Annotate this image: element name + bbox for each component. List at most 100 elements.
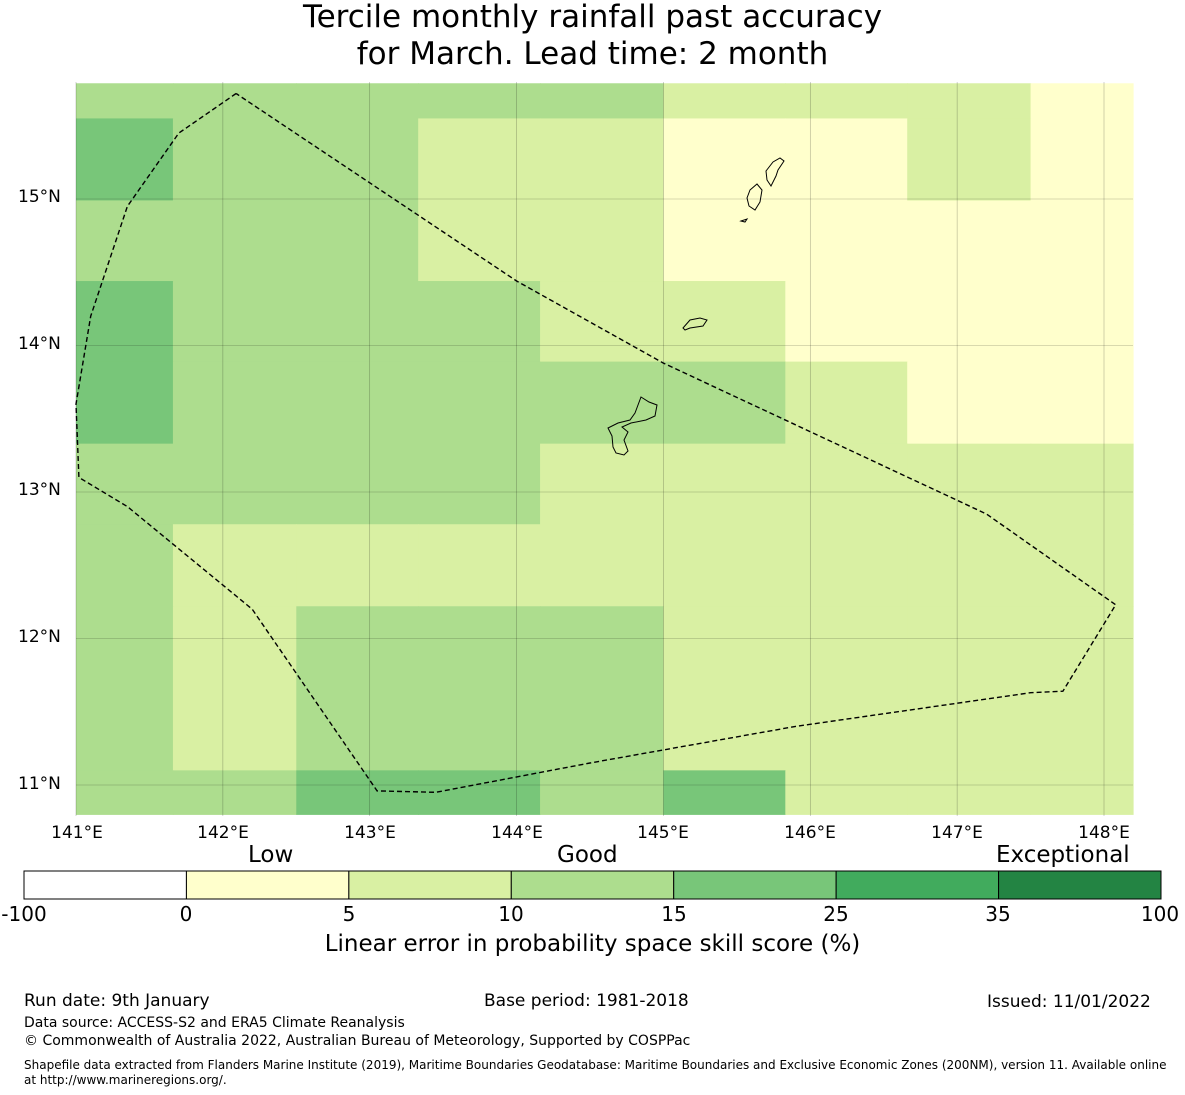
grid-cell — [418, 118, 541, 202]
map-title-line-1: Tercile monthly rainfall past accuracy — [302, 0, 883, 35]
grid-cell — [76, 118, 174, 202]
grid-cell — [907, 443, 1032, 525]
grid-cell — [785, 83, 908, 120]
colorbar-segment — [673, 870, 837, 900]
grid-cell — [418, 361, 541, 445]
grid-cell — [785, 443, 908, 525]
grid-cell — [172, 606, 297, 771]
grid-cell — [418, 443, 541, 525]
grid-cell — [1030, 118, 1134, 202]
grid-cell — [296, 118, 419, 202]
aguijan-island — [739, 218, 749, 223]
grid-cell — [296, 200, 419, 282]
colorbar-segment — [835, 870, 1000, 900]
lat-label-13n: 13°N — [18, 480, 61, 500]
colorbar-segment — [23, 870, 187, 900]
grid-cell — [296, 361, 419, 445]
grid-cell — [172, 770, 297, 815]
grid-cell — [172, 83, 297, 120]
grid-cell — [785, 118, 908, 202]
grid-cell — [663, 200, 786, 282]
lat-label-12n: 12°N — [18, 627, 61, 647]
grid-cell — [663, 83, 786, 120]
colorbar-tick: -100 — [1, 902, 47, 926]
grid-cell — [540, 83, 665, 120]
grid-cell — [663, 281, 786, 363]
grid-cell — [907, 118, 1032, 202]
run-date: Run date: 9th January — [24, 991, 210, 1011]
grid-cell — [296, 606, 419, 771]
category-label-good: Good — [557, 842, 618, 868]
grid-cell — [172, 281, 297, 363]
grid-cell — [76, 443, 174, 525]
colorbar-tick: 15 — [661, 902, 687, 926]
colorbar-tick: 5 — [342, 902, 356, 926]
lon-label-147e: 147°E — [931, 823, 983, 843]
grid-cell — [1030, 200, 1134, 282]
colorbar-tick: 10 — [498, 902, 524, 926]
colorbar-segment — [348, 870, 512, 900]
grid-cell — [785, 770, 908, 815]
grid-cell — [540, 200, 665, 282]
grid-cell — [296, 281, 419, 363]
map-title-line-2: for March. Lead time: 2 month — [356, 36, 829, 72]
guam-island — [607, 396, 658, 456]
grid-cell — [172, 361, 297, 445]
grid-cell — [76, 606, 174, 771]
grid-cell — [418, 606, 541, 771]
grid-cell — [663, 118, 786, 202]
lat-lon-gridlines — [75, 82, 1133, 816]
grid-cell — [418, 83, 541, 120]
grid-cell — [296, 524, 419, 607]
lon-label-144e: 144°E — [491, 823, 543, 843]
grid-cell — [663, 524, 786, 607]
grid-cell — [172, 443, 297, 525]
saipan-island — [765, 157, 785, 187]
eez-boundary — [75, 92, 1117, 794]
grid-cell — [76, 281, 174, 363]
issued-date: Issued: 11/01/2022 — [987, 992, 1151, 1012]
category-label-exceptional: Exceptional — [996, 842, 1130, 868]
grid-cell — [76, 83, 174, 120]
grid-cell — [76, 770, 174, 815]
grid-cell — [418, 524, 541, 607]
skill-grid — [76, 83, 1134, 815]
grid-cell — [540, 524, 665, 607]
grid-cell — [1030, 606, 1134, 771]
copyright: © Commonwealth of Australia 2022, Austra… — [24, 1033, 691, 1049]
grid-cell — [418, 281, 541, 363]
grid-cell — [785, 606, 908, 771]
colorbar-segment — [998, 870, 1162, 900]
lon-label-141e: 141°E — [51, 823, 103, 843]
grid-cell — [663, 606, 786, 771]
lon-label-143e: 143°E — [344, 823, 396, 843]
colorbar-segments — [23, 870, 1162, 900]
lon-label-145e: 145°E — [637, 823, 689, 843]
colorbar-segment — [185, 870, 350, 900]
grid-cell — [663, 361, 786, 445]
grid-cell — [172, 200, 297, 282]
grid-cell — [907, 281, 1032, 363]
grid-cell — [296, 83, 419, 120]
colorbar-segment — [510, 870, 675, 900]
shapefile-credit-line-2: at http://www.marineregions.org/. — [24, 1073, 227, 1087]
grid-cell — [907, 83, 1032, 120]
rota-island — [682, 317, 708, 331]
colorbar-tick: 100 — [1140, 902, 1180, 926]
grid-cell — [296, 443, 419, 525]
colorbar-label: Linear error in probability space skill … — [324, 931, 861, 957]
lat-label-14n: 14°N — [18, 334, 61, 354]
grid-cell — [540, 361, 665, 445]
grid-cell — [907, 361, 1032, 445]
grid-cell — [540, 118, 665, 202]
grid-cell — [907, 200, 1032, 282]
grid-cell — [76, 200, 174, 282]
lat-label-11n: 11°N — [18, 774, 61, 794]
grid-cell — [1030, 83, 1134, 120]
grid-cell — [76, 361, 174, 445]
colorbar-tick: 35 — [985, 902, 1011, 926]
grid-cell — [785, 524, 908, 607]
grid-cell — [540, 281, 665, 363]
data-source: Data source: ACCESS-S2 and ERA5 Climate … — [24, 1015, 405, 1031]
